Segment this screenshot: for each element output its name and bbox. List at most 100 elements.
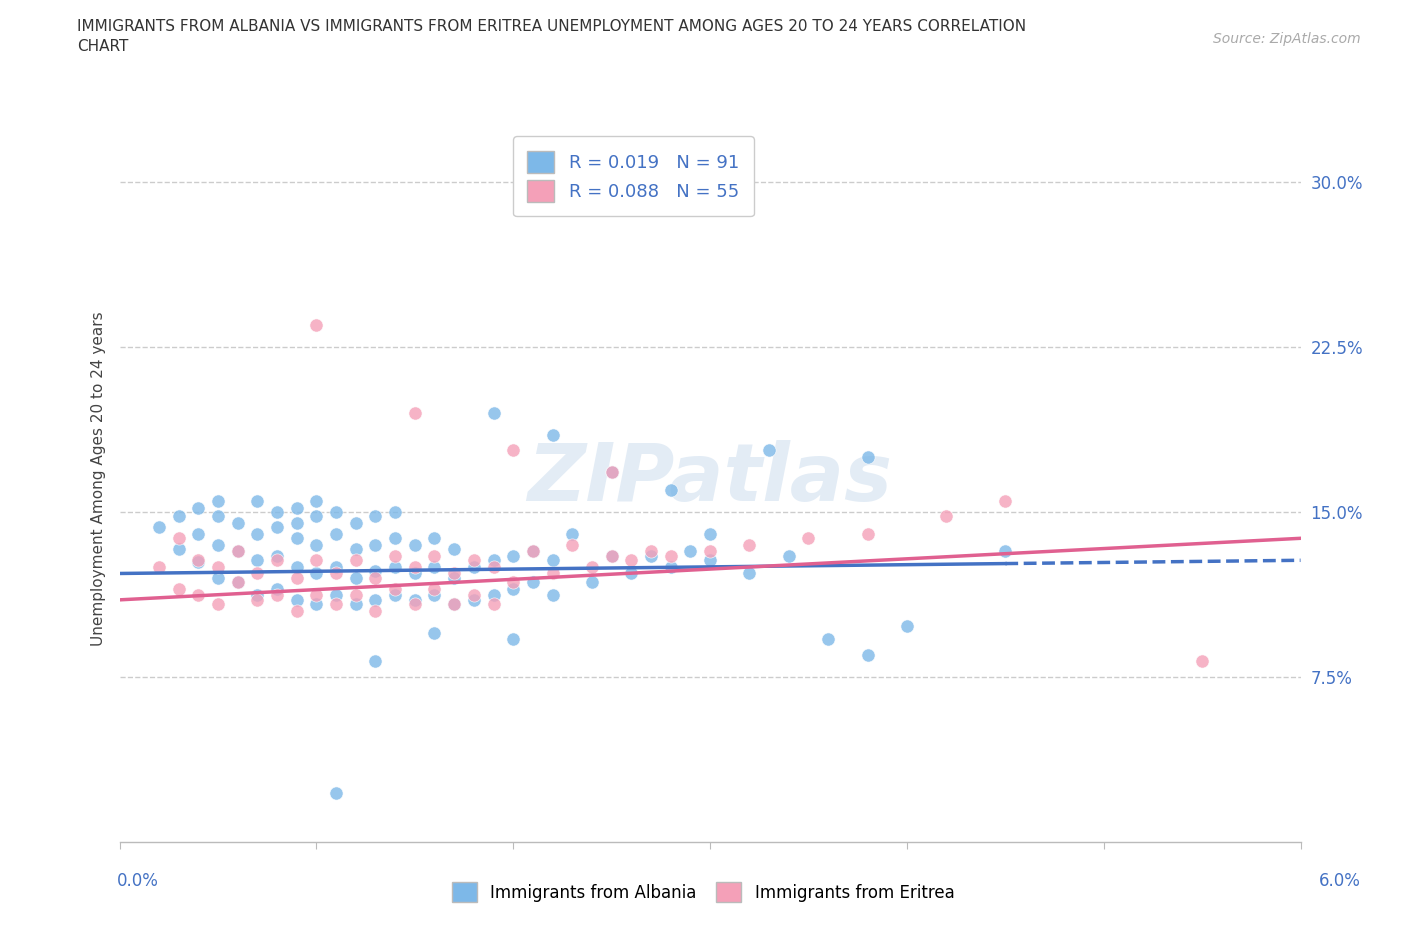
Point — [167, 542, 190, 557]
Point — [561, 526, 583, 541]
Point — [463, 588, 485, 603]
Point — [600, 549, 623, 564]
Point — [797, 531, 820, 546]
Point — [226, 515, 249, 530]
Point — [167, 531, 190, 546]
Point — [226, 575, 249, 590]
Point — [266, 588, 288, 603]
Point — [423, 581, 446, 596]
Point — [522, 575, 544, 590]
Point — [187, 552, 209, 567]
Point — [364, 604, 387, 618]
Point — [285, 592, 308, 607]
Point — [207, 560, 229, 575]
Point — [522, 544, 544, 559]
Point — [344, 570, 367, 585]
Point — [994, 544, 1017, 559]
Text: 6.0%: 6.0% — [1319, 872, 1361, 890]
Point — [246, 526, 269, 541]
Point — [285, 560, 308, 575]
Point — [226, 544, 249, 559]
Point — [502, 549, 524, 564]
Point — [305, 509, 328, 524]
Point — [384, 549, 406, 564]
Point — [325, 504, 347, 519]
Point — [423, 588, 446, 603]
Point — [325, 566, 347, 581]
Point — [384, 560, 406, 575]
Point — [404, 405, 426, 420]
Point — [659, 549, 682, 564]
Point — [285, 500, 308, 515]
Point — [207, 538, 229, 552]
Point — [856, 526, 879, 541]
Point — [364, 564, 387, 578]
Point — [561, 538, 583, 552]
Point — [285, 604, 308, 618]
Point — [384, 504, 406, 519]
Point — [167, 581, 190, 596]
Point — [482, 588, 505, 603]
Point — [305, 318, 328, 333]
Point — [679, 544, 702, 559]
Point — [325, 526, 347, 541]
Y-axis label: Unemployment Among Ages 20 to 24 years: Unemployment Among Ages 20 to 24 years — [90, 312, 105, 646]
Point — [600, 465, 623, 480]
Point — [266, 504, 288, 519]
Point — [423, 560, 446, 575]
Point — [325, 560, 347, 575]
Point — [482, 597, 505, 612]
Point — [443, 570, 465, 585]
Point — [266, 520, 288, 535]
Legend: Immigrants from Albania, Immigrants from Eritrea: Immigrants from Albania, Immigrants from… — [443, 873, 963, 910]
Point — [581, 575, 603, 590]
Point — [522, 544, 544, 559]
Legend: R = 0.019   N = 91, R = 0.088   N = 55: R = 0.019 N = 91, R = 0.088 N = 55 — [513, 136, 754, 217]
Point — [364, 592, 387, 607]
Point — [581, 560, 603, 575]
Point — [443, 597, 465, 612]
Point — [285, 531, 308, 546]
Point — [167, 509, 190, 524]
Point — [187, 555, 209, 570]
Point — [384, 581, 406, 596]
Point — [246, 588, 269, 603]
Point — [364, 654, 387, 669]
Point — [187, 526, 209, 541]
Point — [482, 560, 505, 575]
Point — [148, 520, 170, 535]
Point — [463, 592, 485, 607]
Point — [404, 592, 426, 607]
Point — [482, 552, 505, 567]
Point — [404, 566, 426, 581]
Point — [226, 575, 249, 590]
Point — [443, 597, 465, 612]
Point — [659, 560, 682, 575]
Point — [207, 494, 229, 509]
Point — [738, 538, 761, 552]
Point — [266, 549, 288, 564]
Point — [207, 570, 229, 585]
Point — [364, 538, 387, 552]
Point — [325, 786, 347, 801]
Point — [404, 560, 426, 575]
Point — [325, 588, 347, 603]
Point — [344, 588, 367, 603]
Point — [423, 531, 446, 546]
Point — [856, 647, 879, 662]
Point — [482, 405, 505, 420]
Text: IMMIGRANTS FROM ALBANIA VS IMMIGRANTS FROM ERITREA UNEMPLOYMENT AMONG AGES 20 TO: IMMIGRANTS FROM ALBANIA VS IMMIGRANTS FR… — [77, 19, 1026, 33]
Point — [620, 566, 643, 581]
Point — [285, 515, 308, 530]
Point — [305, 552, 328, 567]
Point — [640, 544, 662, 559]
Point — [305, 588, 328, 603]
Point — [246, 566, 269, 581]
Point — [699, 544, 721, 559]
Point — [384, 531, 406, 546]
Point — [502, 581, 524, 596]
Point — [443, 542, 465, 557]
Point — [246, 494, 269, 509]
Point — [246, 552, 269, 567]
Point — [423, 625, 446, 640]
